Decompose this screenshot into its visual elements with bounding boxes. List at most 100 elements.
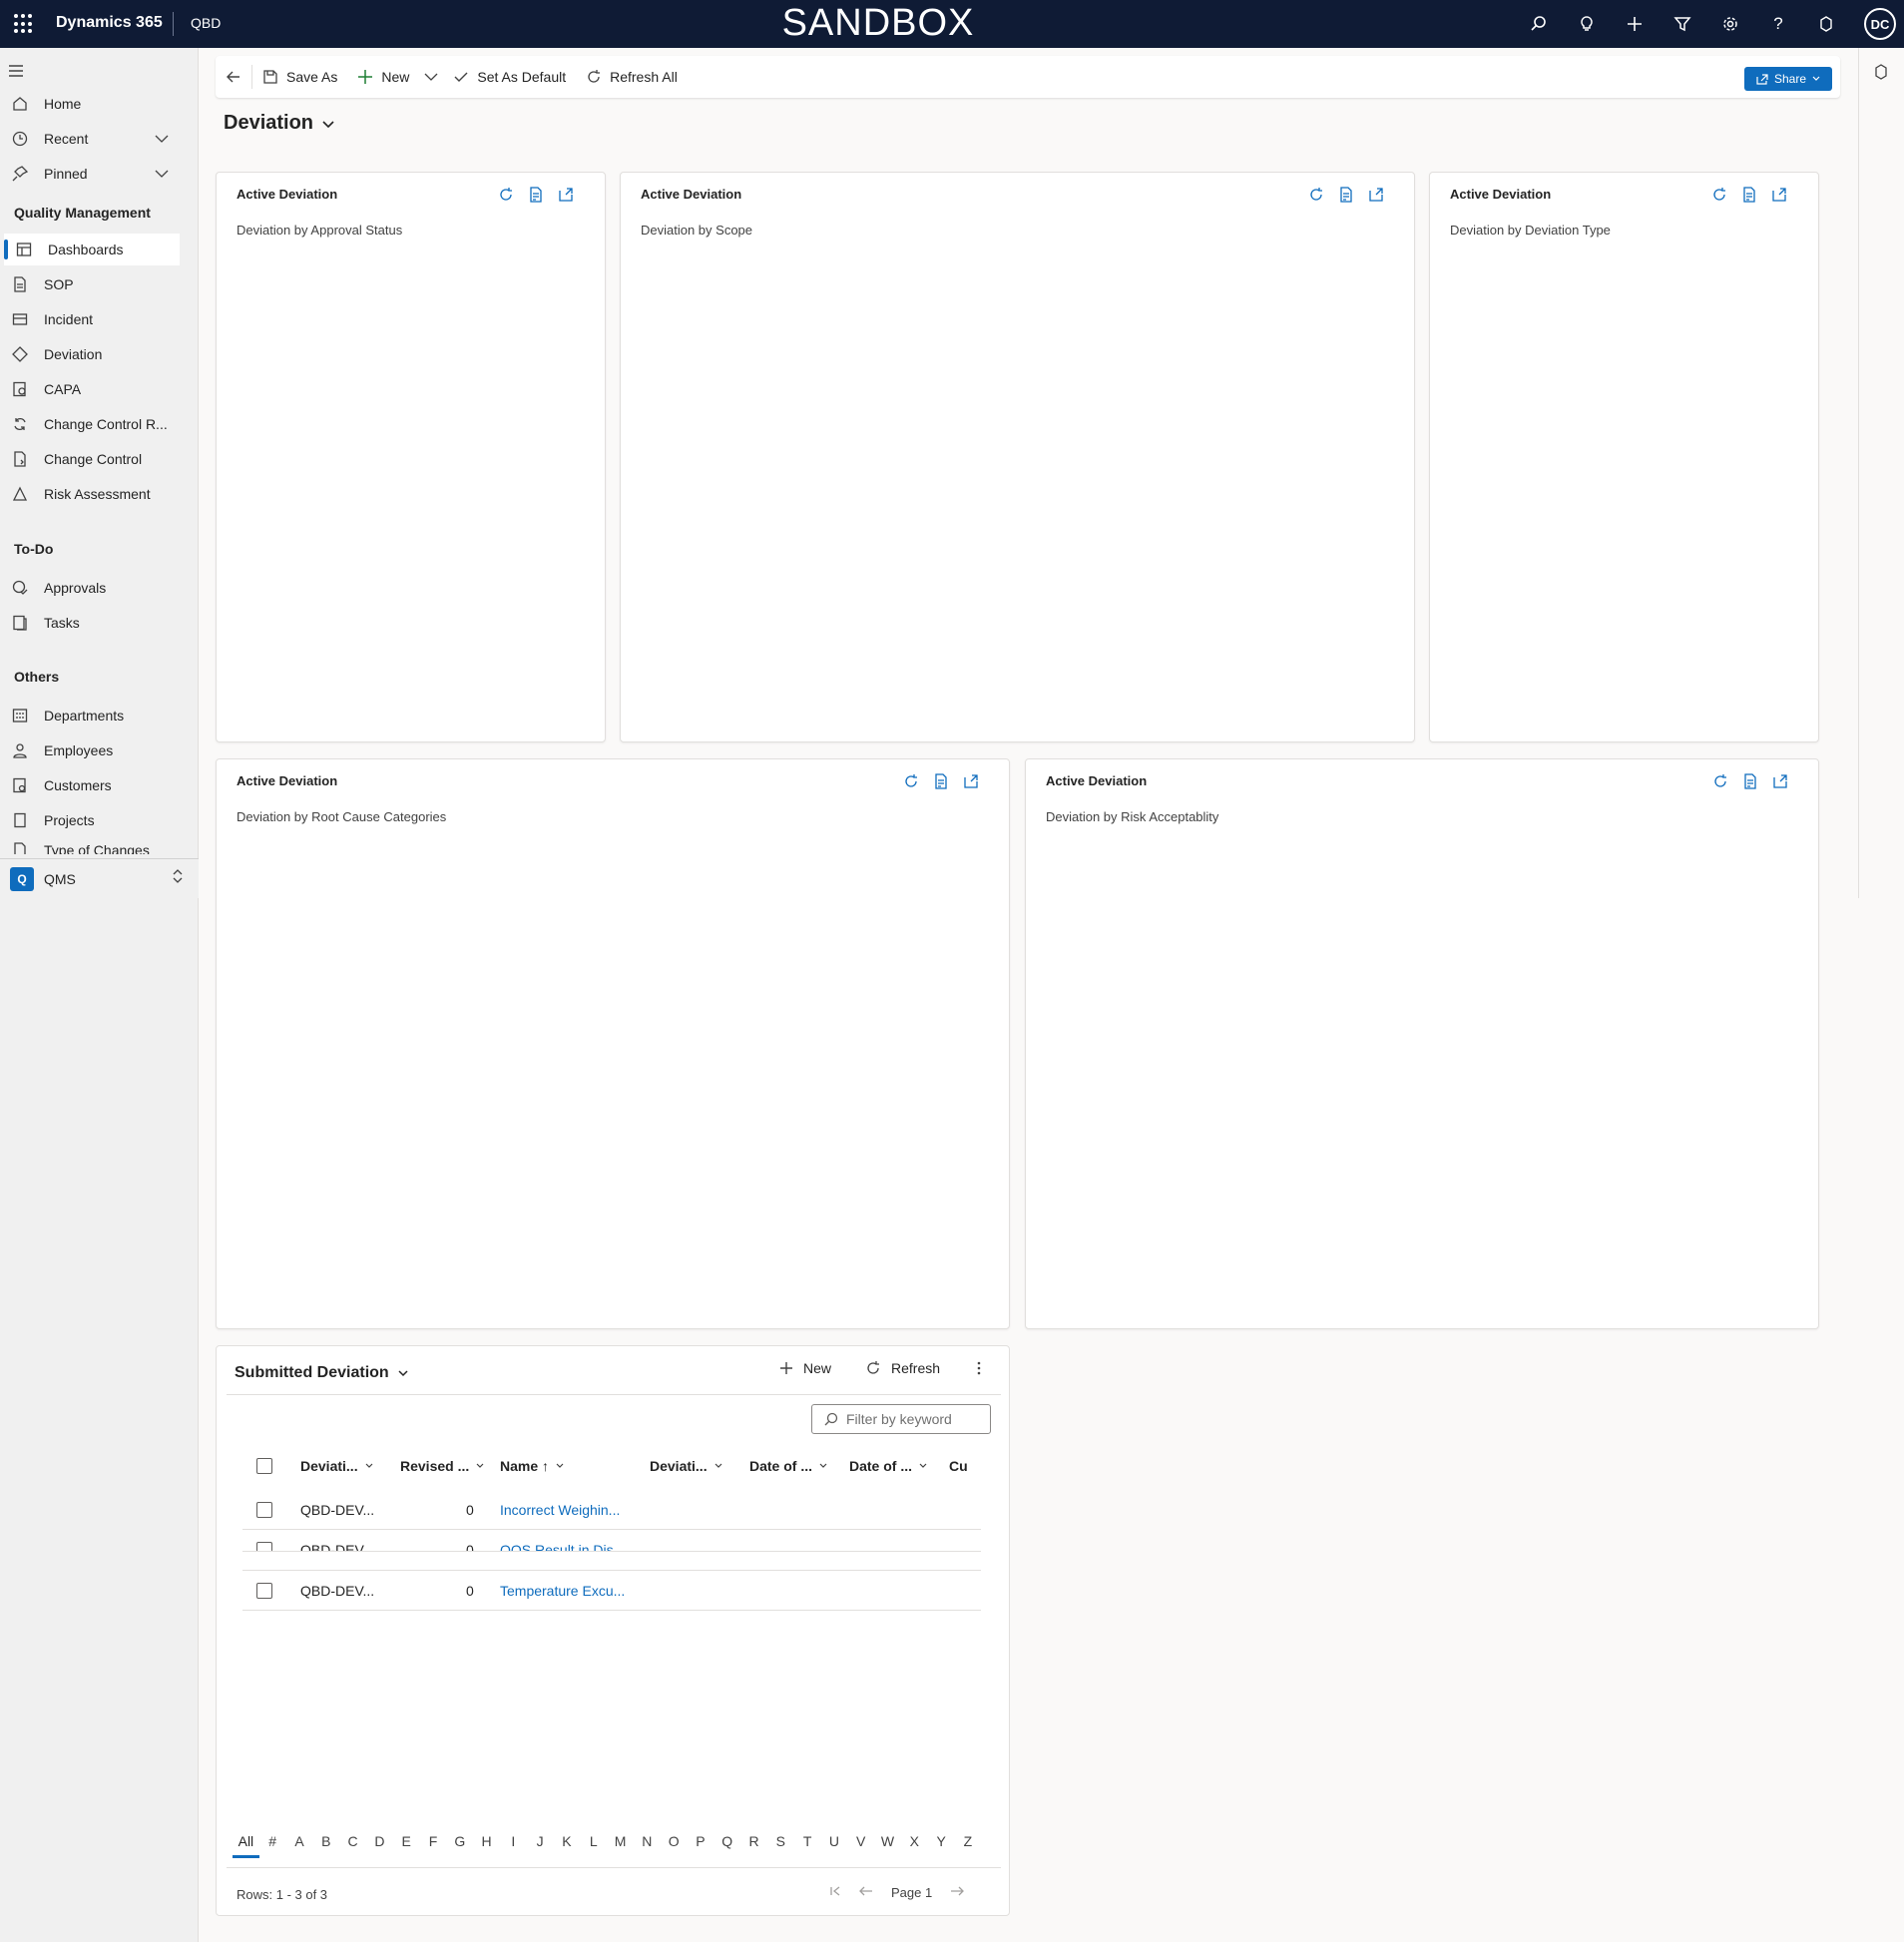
sidebar-item-customers[interactable]: Customers <box>0 769 180 801</box>
expand-chart-icon[interactable] <box>1368 187 1384 208</box>
cell-name-link[interactable]: Temperature Excu... <box>500 1583 626 1599</box>
sidebar-item-approvals[interactable]: Approvals <box>0 572 180 604</box>
avatar[interactable]: DC <box>1864 8 1896 40</box>
filter-by-keyword-input[interactable]: Filter by keyword <box>811 1404 991 1434</box>
plus-icon[interactable] <box>1623 12 1647 36</box>
row-checkbox[interactable] <box>256 1583 272 1599</box>
share-button[interactable]: Share <box>1744 67 1832 91</box>
jump-s[interactable]: S <box>775 1833 785 1849</box>
column-header-name[interactable]: Name ↑ <box>500 1458 565 1474</box>
sidebar-item-incident[interactable]: Incident <box>0 303 180 335</box>
jump-q[interactable]: Q <box>721 1833 733 1849</box>
select-all-checkbox[interactable] <box>256 1458 272 1474</box>
refresh-all-button[interactable]: Refresh All <box>576 56 688 98</box>
jump-i[interactable]: I <box>511 1833 516 1849</box>
sidebar-item-sop[interactable]: SOP <box>0 268 180 300</box>
jump-n[interactable]: N <box>642 1833 653 1849</box>
jump-m[interactable]: M <box>614 1833 627 1849</box>
sidebar-item-home[interactable]: Home <box>0 88 180 120</box>
filter-icon[interactable] <box>1670 12 1694 36</box>
first-page-icon[interactable] <box>829 1885 841 1900</box>
grid-refresh-button[interactable]: Refresh <box>865 1360 940 1376</box>
set-as-default-button[interactable]: Set As Default <box>443 56 576 98</box>
more-options-icon[interactable] <box>977 1360 981 1376</box>
chevron-down-icon[interactable] <box>154 166 170 185</box>
hamburger-menu-icon[interactable] <box>8 64 26 83</box>
sidebar-item-risk-assessment[interactable]: Risk Assessment <box>0 478 180 510</box>
table-row[interactable]: QBD-DEV... 0 Incorrect Weighin... <box>242 1490 981 1530</box>
view-records-icon[interactable] <box>933 773 949 794</box>
lightbulb-icon[interactable] <box>1575 12 1599 36</box>
sidebar-item-type-of-changes[interactable]: Type of Changes <box>0 836 180 854</box>
view-records-icon[interactable] <box>1338 187 1354 208</box>
previous-page-icon[interactable] <box>859 1885 873 1900</box>
jump-g[interactable]: G <box>454 1833 466 1849</box>
sidebar-item-departments[interactable]: Departments <box>0 700 180 731</box>
sidebar-item-tasks[interactable]: Tasks <box>0 607 180 639</box>
jump-f[interactable]: F <box>428 1833 438 1849</box>
jump-r[interactable]: R <box>748 1833 759 1849</box>
jump-d[interactable]: D <box>374 1833 385 1849</box>
view-records-icon[interactable] <box>1742 773 1758 794</box>
jump-all[interactable]: All <box>233 1833 259 1858</box>
jump-x[interactable]: X <box>909 1833 919 1849</box>
sidebar-item-dashboards[interactable]: Dashboards <box>4 234 180 265</box>
gear-icon[interactable] <box>1718 12 1742 36</box>
jump-a[interactable]: A <box>294 1833 304 1849</box>
dashboard-selector[interactable]: Deviation <box>224 112 335 135</box>
row-checkbox[interactable] <box>256 1542 272 1551</box>
search-icon[interactable] <box>1527 12 1551 36</box>
jump-z[interactable]: Z <box>963 1833 973 1849</box>
sidebar-item-capa[interactable]: CAPA <box>0 373 180 405</box>
sidebar-item-recent[interactable]: Recent <box>0 123 180 155</box>
sidebar-item-deviation[interactable]: Deviation <box>0 338 180 370</box>
area-switcher[interactable]: Q QMS <box>0 858 199 898</box>
sidebar-item-change-control[interactable]: Change Control <box>0 443 180 475</box>
expand-chart-icon[interactable] <box>558 187 574 208</box>
jump-e[interactable]: E <box>401 1833 411 1849</box>
app-launcher-icon[interactable] <box>14 14 34 34</box>
sidebar-item-projects[interactable]: Projects <box>0 804 180 836</box>
app-name[interactable]: QBD <box>191 15 222 31</box>
view-selector[interactable]: Submitted Deviation <box>235 1364 409 1382</box>
jump-y[interactable]: Y <box>936 1833 946 1849</box>
jump-j[interactable]: J <box>536 1833 544 1849</box>
next-page-icon[interactable] <box>950 1885 965 1900</box>
jump-u[interactable]: U <box>828 1833 839 1849</box>
sidebar-item-change-control-request[interactable]: Change Control R... <box>0 408 180 440</box>
chevron-down-icon[interactable] <box>154 131 170 150</box>
column-header-deviation-id[interactable]: Deviati... <box>300 1458 374 1474</box>
new-button[interactable]: New <box>347 56 419 98</box>
jump-k[interactable]: K <box>562 1833 572 1849</box>
jump-w[interactable]: W <box>880 1833 895 1849</box>
cell-name-link[interactable]: OOS Result in Dis... <box>500 1542 626 1552</box>
column-header-date-2[interactable]: Date of ... <box>849 1458 928 1474</box>
jump-b[interactable]: B <box>321 1833 331 1849</box>
table-row[interactable]: QBD-DEV... 0 Temperature Excu... <box>242 1571 981 1611</box>
copilot-icon[interactable] <box>1814 12 1838 36</box>
jump-p[interactable]: P <box>696 1833 706 1849</box>
jump-c[interactable]: C <box>347 1833 358 1849</box>
jump-hash[interactable]: # <box>268 1833 277 1849</box>
column-header-cu[interactable]: Cu <box>949 1458 981 1474</box>
save-as-button[interactable]: Save As <box>252 56 347 98</box>
jump-o[interactable]: O <box>668 1833 680 1849</box>
sidebar-item-pinned[interactable]: Pinned <box>0 158 180 190</box>
view-records-icon[interactable] <box>528 187 544 208</box>
cell-name-link[interactable]: Incorrect Weighin... <box>500 1502 621 1518</box>
view-records-icon[interactable] <box>1741 187 1757 208</box>
table-row[interactable]: QBD-DEV... 0 OOS Result in Dis... <box>242 1530 981 1552</box>
help-icon[interactable]: ? <box>1773 14 1783 33</box>
expand-chart-icon[interactable] <box>1771 187 1787 208</box>
expand-chart-icon[interactable] <box>963 773 979 794</box>
column-header-date-1[interactable]: Date of ... <box>749 1458 828 1474</box>
jump-t[interactable]: T <box>802 1833 812 1849</box>
copilot-icon[interactable] <box>1873 64 1889 85</box>
grid-new-button[interactable]: New <box>779 1360 831 1376</box>
sidebar-item-employees[interactable]: Employees <box>0 734 180 766</box>
back-button[interactable] <box>216 56 251 98</box>
row-checkbox[interactable] <box>256 1502 272 1518</box>
column-header-deviation-type[interactable]: Deviati... <box>650 1458 723 1474</box>
jump-v[interactable]: V <box>856 1833 866 1849</box>
column-header-revised[interactable]: Revised ... <box>400 1458 485 1474</box>
